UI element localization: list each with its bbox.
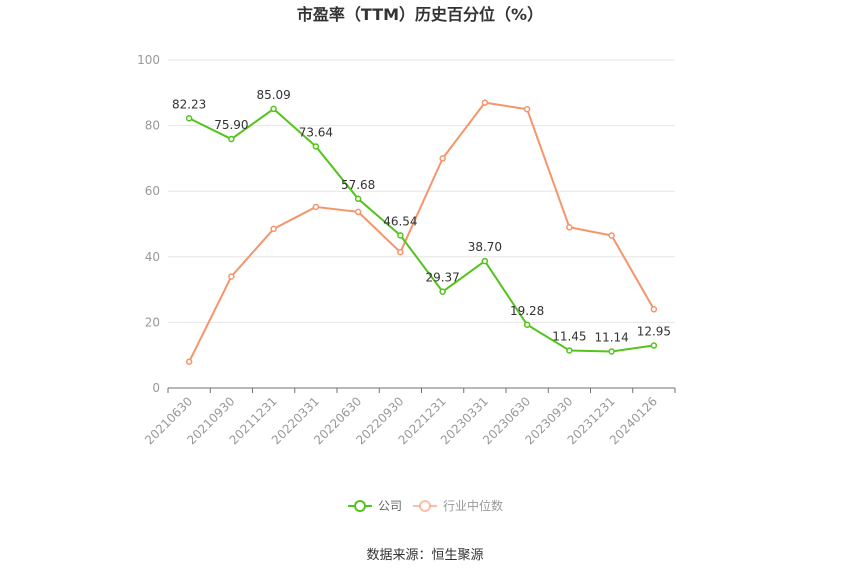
series-line-industry (188, 101, 655, 363)
data-label-company: 29.37 (425, 271, 459, 285)
point-industry[interactable] (566, 224, 573, 231)
source-note: 数据来源：恒生聚源 (366, 548, 483, 563)
point-industry[interactable] (354, 208, 362, 216)
data-label-company: 57.68 (341, 178, 375, 192)
data-label-company: 38.70 (468, 240, 502, 254)
point-industry[interactable] (270, 225, 277, 233)
point-company[interactable] (397, 232, 404, 239)
chart-title: 市盈率（TTM）历史百分位（%） (297, 5, 543, 24)
point-industry[interactable] (228, 273, 235, 280)
axes: 0204060801002021063020210930202112312022… (137, 53, 676, 447)
point-industry[interactable] (523, 105, 531, 113)
point-company[interactable] (354, 195, 362, 203)
point-company[interactable] (481, 257, 489, 265)
y-tick-label: 20 (145, 315, 160, 329)
legend[interactable]: 公司 行业中位数 (348, 498, 503, 513)
data-label-company: 11.45 (552, 329, 586, 343)
point-industry[interactable] (650, 306, 658, 313)
point-company[interactable] (312, 143, 320, 150)
data-label-company: 12.95 (637, 325, 671, 339)
point-industry[interactable] (397, 248, 404, 256)
legend-item-industry[interactable]: 行业中位数 (413, 498, 503, 513)
legend-industry-marker (419, 500, 431, 512)
data-label-company: 46.54 (383, 214, 417, 228)
data-label-company: 73.64 (299, 125, 333, 139)
series-layer (185, 99, 658, 366)
y-tick-label: 100 (137, 53, 160, 67)
grid-lines (168, 59, 675, 323)
point-industry[interactable] (312, 203, 320, 211)
y-tick-label: 60 (145, 184, 160, 198)
point-company[interactable] (185, 115, 193, 122)
data-label-company: 85.09 (256, 88, 290, 102)
point-industry[interactable] (439, 155, 446, 162)
legend-item-company[interactable]: 公司 (348, 499, 402, 513)
data-label-company: 75.90 (214, 118, 248, 132)
point-company[interactable] (566, 347, 573, 354)
point-company[interactable] (228, 135, 235, 143)
data-label-company: 82.23 (172, 97, 206, 111)
y-tick-label: 80 (145, 119, 160, 133)
y-tick-label: 0 (152, 381, 160, 395)
data-label-company: 11.14 (594, 330, 628, 344)
point-company[interactable] (270, 105, 277, 113)
series-line-company (188, 107, 655, 353)
point-industry[interactable] (185, 358, 193, 366)
point-company[interactable] (608, 348, 615, 355)
data-label-company: 19.28 (510, 304, 544, 318)
point-company[interactable] (439, 288, 446, 295)
point-company[interactable] (523, 321, 531, 329)
legend-company-marker (354, 500, 366, 512)
y-tick-label: 40 (145, 250, 160, 264)
legend-company-label: 公司 (378, 499, 402, 513)
legend-industry-label: 行业中位数 (443, 498, 503, 513)
point-industry[interactable] (481, 99, 489, 106)
data-labels: 82.23 75.90 85.09 73.64 57.68 46.54 29.37 38.70… (172, 88, 671, 345)
point-industry[interactable] (608, 232, 615, 239)
point-company[interactable] (650, 342, 658, 349)
